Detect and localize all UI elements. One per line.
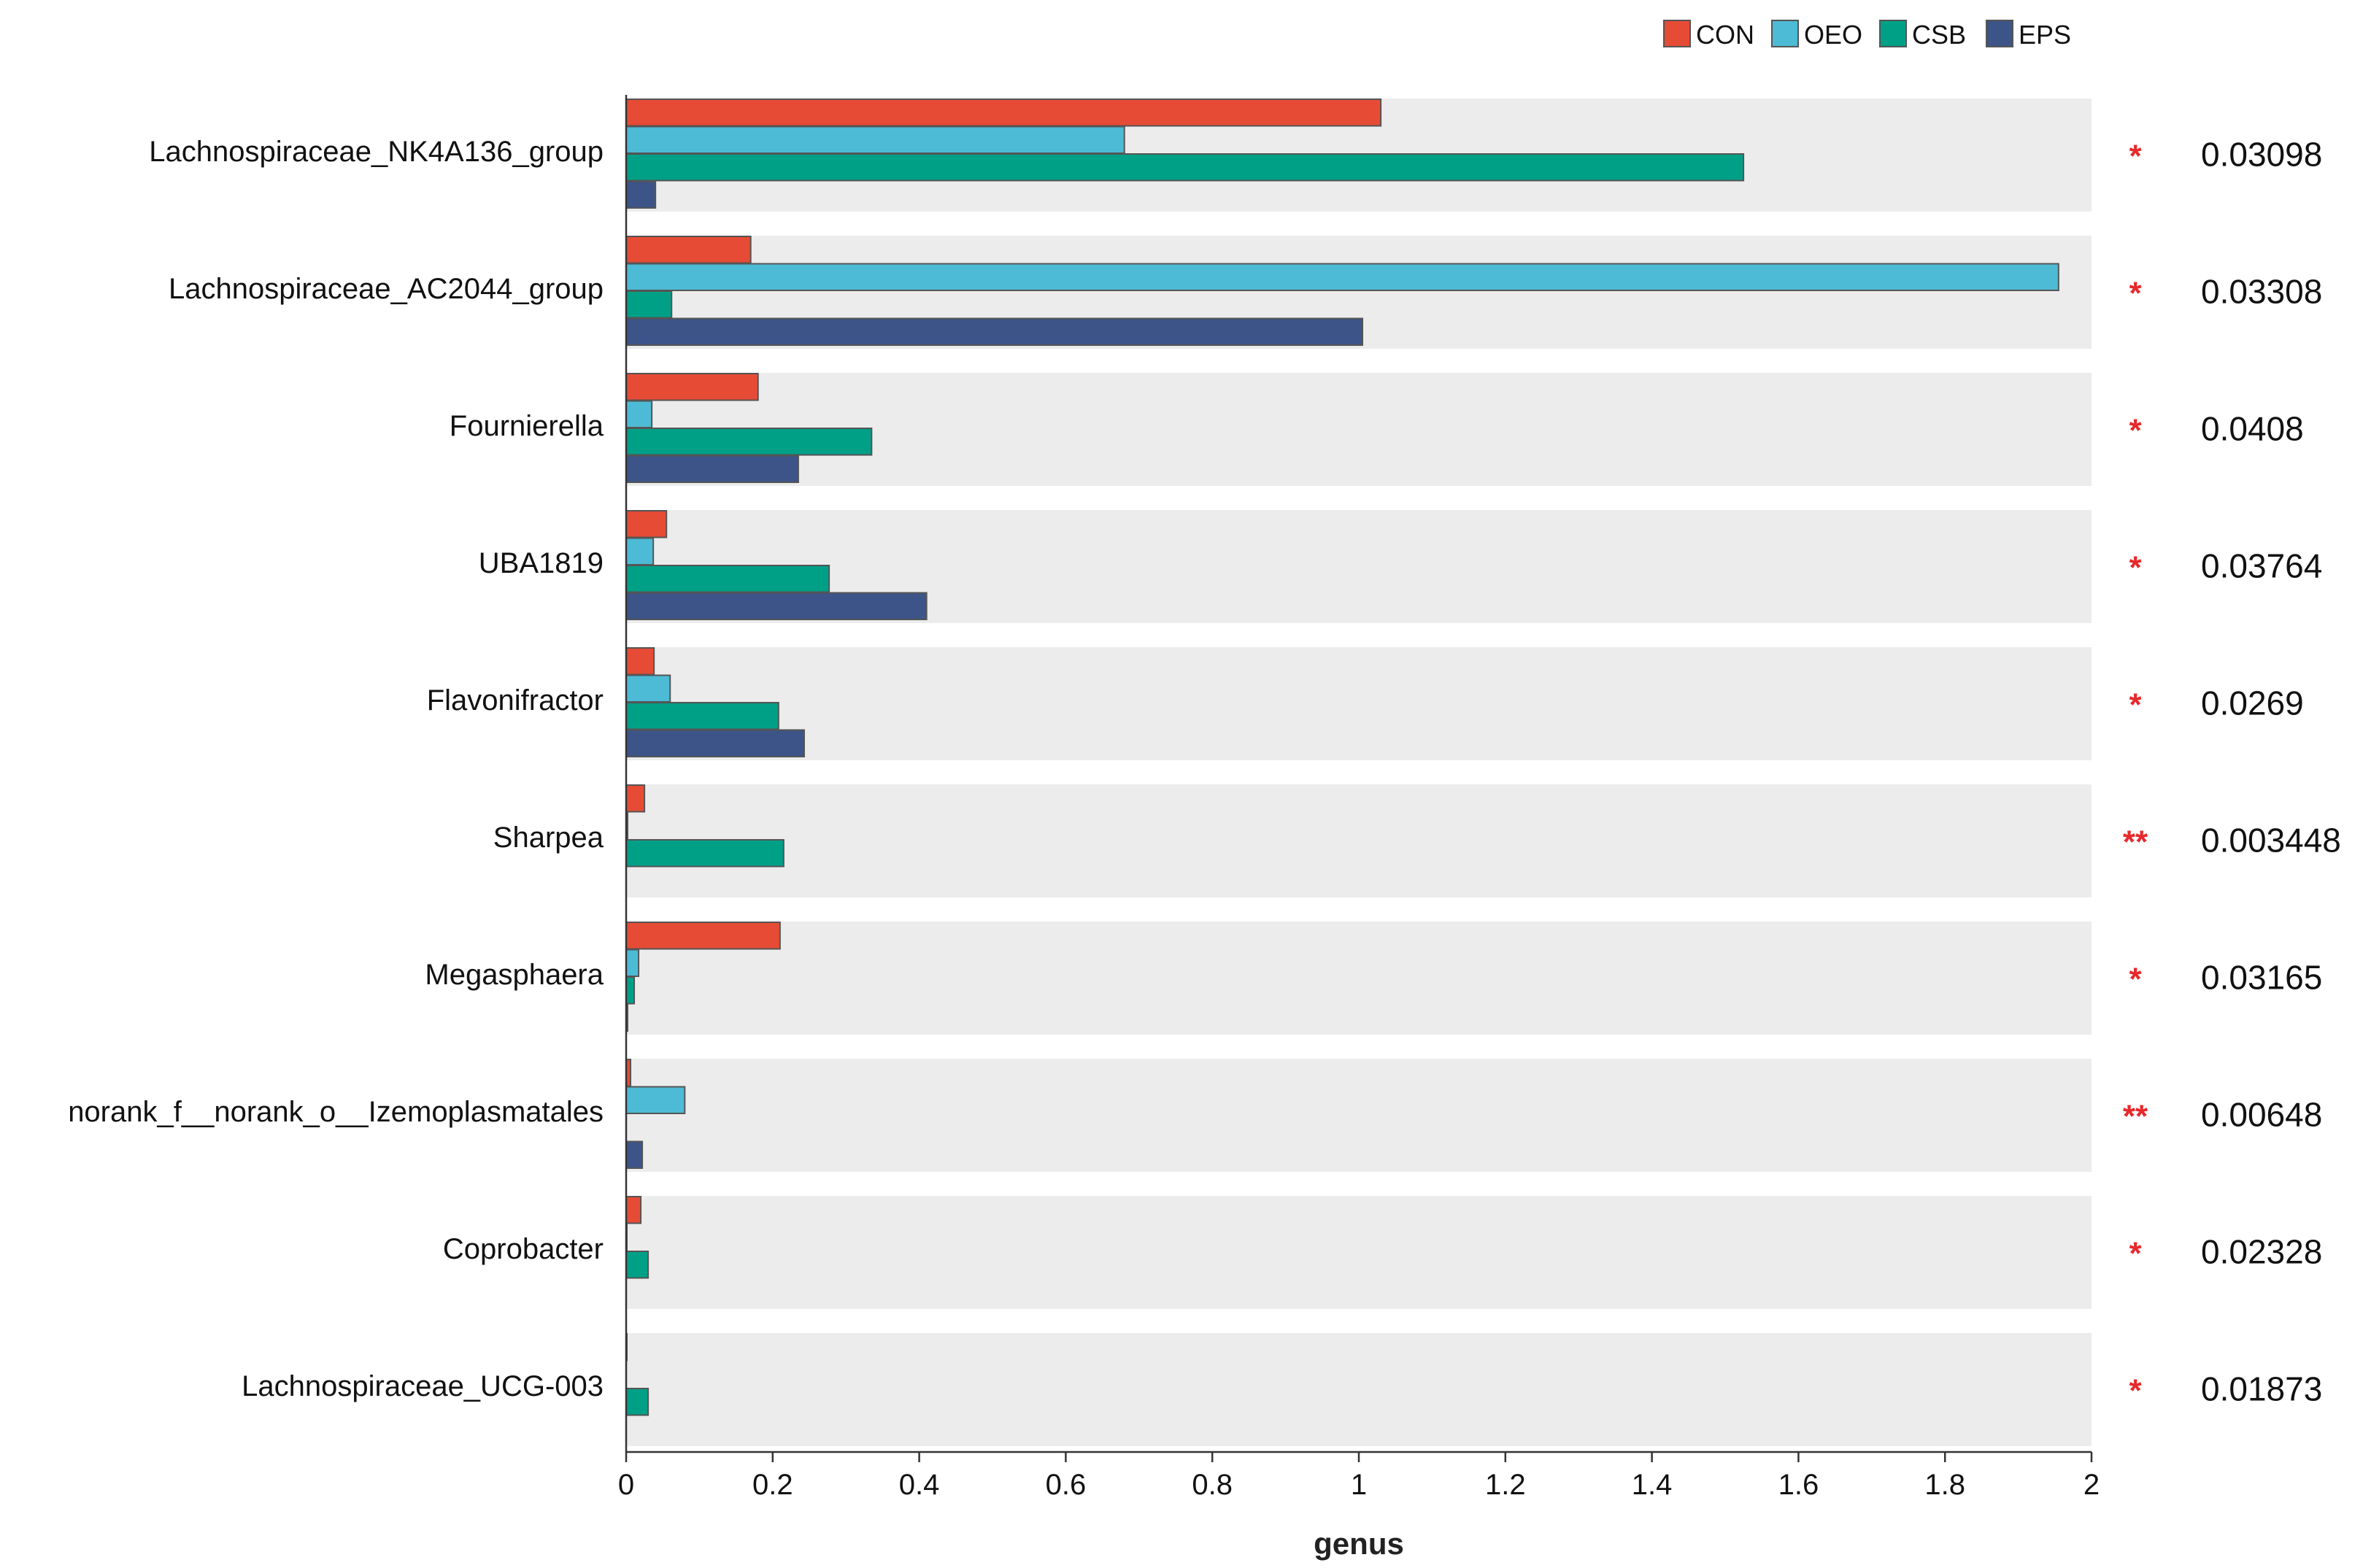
bar-lachnospiraceae-ac2044-group-con (625, 236, 752, 264)
significance-stars: * (2129, 1236, 2142, 1272)
bar-lachnospiraceae-ac2044-group-csb (625, 290, 673, 319)
bar-fournierella-csb (625, 428, 873, 456)
bar-sharpea-con (625, 784, 646, 813)
category-label: Lachnospiraceae_AC2044_group (169, 273, 604, 305)
x-tick-label: 1.8 (1924, 1469, 1965, 1501)
legend-swatch-csb (1879, 20, 1907, 47)
significance-stars: * (2129, 550, 2142, 586)
category-bands (626, 99, 2092, 1446)
band-flavonifractor (626, 647, 2092, 760)
p-value: 0.03764 (2201, 547, 2322, 585)
x-tick-label: 0.4 (899, 1469, 940, 1501)
bar-lachnospiraceae-ac2044-group-eps (625, 317, 1364, 346)
band-megasphaera (626, 922, 2092, 1035)
category-label: Lachnospiraceae_UCG-003 (242, 1370, 604, 1402)
significance-stars: * (2129, 139, 2142, 174)
bar-fournierella-eps (625, 455, 799, 483)
bar-lachnospiraceae-nk4a136-group-oeo (625, 125, 1125, 154)
category-label: norank_f__norank_o__Izemoplasmatales (68, 1096, 604, 1128)
bar-megasphaera-csb (625, 976, 636, 1005)
band-sharpea (626, 784, 2092, 897)
p-value: 0.03308 (2201, 273, 2322, 311)
p-value: 0.01873 (2201, 1370, 2322, 1408)
legend-swatch-eps (1986, 20, 2013, 47)
significance-stars: ** (2123, 1099, 2148, 1135)
bar-coprobacter-csb (625, 1251, 649, 1279)
bar-fournierella-con (625, 373, 759, 401)
category-labels: Lachnospiraceae_NK4A136_group Lachnospira… (68, 136, 604, 1402)
bar-lachnospiraceae-ucg-003-csb (625, 1388, 649, 1416)
bar-flavonifractor-oeo (625, 674, 671, 703)
bar-coprobacter-con (625, 1196, 642, 1224)
p-value: 0.03165 (2201, 959, 2322, 997)
x-tick-label: 0.8 (1192, 1469, 1233, 1501)
significance-stars: * (2129, 687, 2142, 723)
legend: CON OEO CSB EPS (1663, 20, 2071, 50)
bar-lachnospiraceae-nk4a136-group-csb (625, 153, 1745, 182)
legend-label-eps: EPS (2019, 20, 2071, 50)
bar-megasphaera-con (625, 922, 781, 950)
legend-label-con: CON (1696, 20, 1754, 50)
legend-label-csb: CSB (1912, 20, 1966, 50)
p-value: 0.00648 (2201, 1096, 2322, 1134)
p-value: 0.03098 (2201, 136, 2322, 174)
bar-uba1819-eps (625, 592, 928, 620)
bar-uba1819-oeo (625, 537, 655, 565)
bar-fournierella-oeo (625, 400, 653, 428)
bar-flavonifractor-csb (625, 702, 779, 730)
x-axis: 0 0.2 0.4 0.6 0.8 1 1.2 1.4 1.6 1.8 2 (618, 95, 2100, 1501)
p-value: 0.003448 (2201, 822, 2341, 860)
p-value: 0.02328 (2201, 1233, 2322, 1271)
x-tick-label: 1.4 (1632, 1469, 1673, 1501)
legend-swatch-oeo (1771, 20, 1799, 47)
category-label: Fournierella (450, 410, 604, 442)
band-norank-f-norank-o-izemoplasmatales (626, 1059, 2092, 1172)
bar-norank-f-norank-o-izemoplasmatales-oeo (625, 1086, 686, 1114)
bar-flavonifractor-con (625, 647, 655, 676)
p-value: 0.0408 (2201, 410, 2304, 448)
category-label: Coprobacter (443, 1233, 604, 1265)
bar-lachnospiraceae-nk4a136-group-eps (625, 180, 657, 209)
band-lachnospiraceae-ucg-003 (626, 1333, 2092, 1446)
category-label: Flavonifractor (427, 684, 604, 717)
x-tick-label: 1.2 (1485, 1469, 1526, 1501)
p-value: 0.0269 (2201, 684, 2304, 722)
bar-norank-f-norank-o-izemoplasmatales-eps (625, 1140, 644, 1169)
significance-stars: * (2129, 1373, 2142, 1409)
category-label: Lachnospiraceae_NK4A136_group (149, 136, 604, 168)
significance-stars: * (2129, 962, 2142, 997)
category-label: Megasphaera (425, 959, 604, 991)
x-tick-label: 0 (618, 1469, 634, 1501)
bar-lachnospiraceae-ac2044-group-oeo (625, 263, 2059, 291)
band-coprobacter (626, 1196, 2092, 1309)
x-tick-label: 1 (1351, 1469, 1367, 1501)
x-tick-label: 1.6 (1778, 1469, 1819, 1501)
significance-stars: * (2129, 413, 2142, 449)
bar-lachnospiraceae-nk4a136-group-con (625, 99, 1382, 127)
bar-flavonifractor-eps (625, 729, 805, 757)
x-tick-label: 0.6 (1046, 1469, 1087, 1501)
significance-stars: ** (2123, 824, 2148, 860)
legend-label-oeo: OEO (1804, 20, 1862, 50)
bar-megasphaera-oeo (625, 949, 640, 977)
x-axis-label: genus (1314, 1526, 1404, 1561)
category-label: UBA1819 (479, 547, 604, 579)
bar-uba1819-con (625, 510, 668, 538)
bar-sharpea-csb (625, 839, 785, 868)
bar-uba1819-csb (625, 565, 830, 593)
x-tick-label: 0.2 (752, 1469, 793, 1501)
significance-column: * 0.03098* 0.03308* 0.0408* 0.03764* 0.0269**… (2123, 136, 2341, 1409)
significance-stars: * (2129, 276, 2142, 312)
legend-swatch-con (1663, 20, 1691, 47)
x-tick-label: 2 (2083, 1469, 2100, 1501)
category-label: Sharpea (493, 822, 604, 854)
